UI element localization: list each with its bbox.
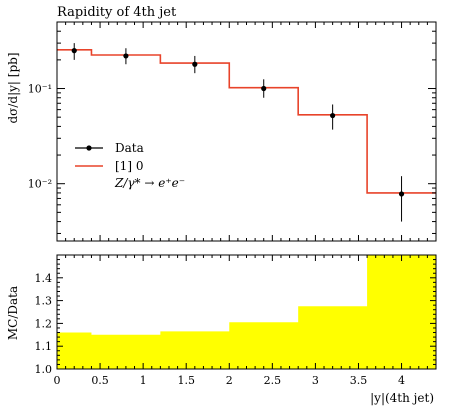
ratio-panel: 0 0.5 1 1.5 2 2.5 3 3.5 4 1.0 1.1 1.2 1.3 1.4 [35, 254, 437, 387]
x-tick-label: 1 [140, 374, 147, 387]
ratio-y-tick-label: 1.3 [35, 295, 53, 308]
x-tick-label: 1.5 [177, 374, 195, 387]
y-tick-label: 10⁻² [28, 178, 52, 191]
ratio-band [57, 255, 436, 369]
mc-step-line [57, 49, 436, 194]
x-axis-label: |y|(4th jet) [370, 391, 434, 405]
x-tick-label: 3.5 [350, 374, 368, 387]
data-point [330, 112, 336, 119]
x-tick-label: 0 [54, 374, 61, 387]
x-tick-label: 2 [226, 374, 233, 387]
legend-mc-label: [1] 0 [115, 159, 143, 173]
ratio-y-tick-label: 1.0 [35, 363, 53, 376]
main-panel: 10⁻¹ 10⁻² [28, 21, 437, 242]
ratio-y-tick-label: 1.2 [35, 317, 53, 330]
x-tick-label: 4 [398, 374, 405, 387]
x-tick-label: 3 [312, 374, 319, 387]
data-point [192, 61, 198, 67]
legend-data-label: Data [115, 141, 144, 155]
data-point [123, 53, 129, 59]
chart-title: Rapidity of 4th jet [57, 5, 177, 20]
legend-process-label: Z/γ* → e⁺e⁻ [114, 176, 185, 190]
ratio-y-tick-label: 1.4 [35, 272, 53, 285]
x-tick-label: 2.5 [264, 374, 282, 387]
data-point [261, 85, 267, 92]
y-axis-label-main: dσ/d|y| [pb] [6, 52, 20, 123]
y-tick-label: 10⁻¹ [28, 83, 52, 96]
legend-data-marker [86, 145, 92, 151]
legend: Data [1] 0 Z/γ* → e⁺e⁻ [75, 141, 185, 190]
data-point [71, 48, 77, 54]
ratio-y-tick-label: 1.1 [35, 340, 53, 353]
y-axis-label-ratio: MC/Data [6, 286, 20, 340]
x-tick-label: 0.5 [91, 374, 109, 387]
data-point [398, 191, 405, 197]
